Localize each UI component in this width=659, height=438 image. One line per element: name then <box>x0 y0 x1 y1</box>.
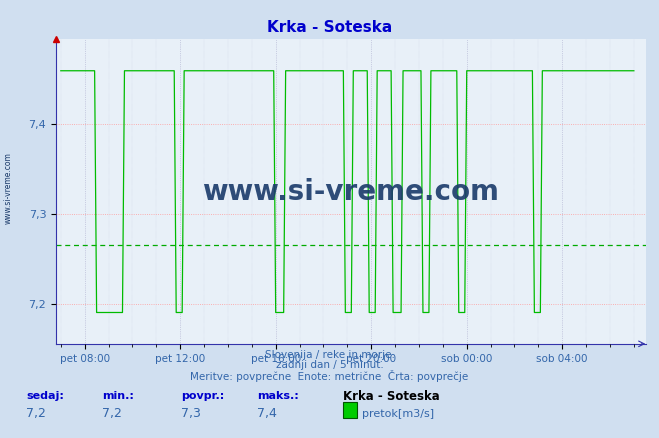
Text: maks.:: maks.: <box>257 392 299 401</box>
Text: 7,2: 7,2 <box>102 407 122 420</box>
Text: pretok[m3/s]: pretok[m3/s] <box>362 409 434 419</box>
Text: 7,4: 7,4 <box>257 407 277 420</box>
Text: Krka - Soteska: Krka - Soteska <box>343 390 440 403</box>
Text: 7,3: 7,3 <box>181 407 201 420</box>
Text: Slovenija / reke in morje.: Slovenija / reke in morje. <box>264 350 395 360</box>
Text: sedaj:: sedaj: <box>26 392 64 401</box>
Text: Meritve: povprečne  Enote: metrične  Črta: povprečje: Meritve: povprečne Enote: metrične Črta:… <box>190 370 469 381</box>
Text: zadnji dan / 5 minut.: zadnji dan / 5 minut. <box>275 360 384 370</box>
Text: 7,2: 7,2 <box>26 407 46 420</box>
Text: www.si-vreme.com: www.si-vreme.com <box>202 178 500 205</box>
Text: povpr.:: povpr.: <box>181 392 225 401</box>
Text: www.si-vreme.com: www.si-vreme.com <box>3 152 13 224</box>
Text: Krka - Soteska: Krka - Soteska <box>267 20 392 35</box>
Text: min.:: min.: <box>102 392 134 401</box>
